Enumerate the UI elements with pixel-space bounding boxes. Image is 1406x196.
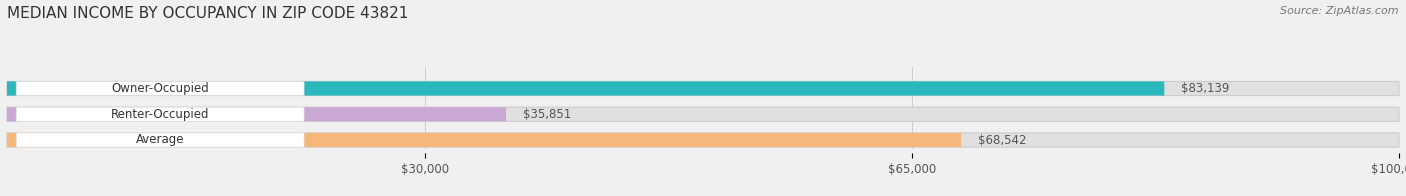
Text: $83,139: $83,139	[1181, 82, 1229, 95]
Text: $35,851: $35,851	[523, 108, 571, 121]
Text: Source: ZipAtlas.com: Source: ZipAtlas.com	[1281, 6, 1399, 16]
Text: Average: Average	[136, 133, 184, 146]
FancyBboxPatch shape	[7, 107, 506, 121]
FancyBboxPatch shape	[7, 133, 962, 147]
Text: Renter-Occupied: Renter-Occupied	[111, 108, 209, 121]
Text: $68,542: $68,542	[977, 133, 1026, 146]
FancyBboxPatch shape	[7, 133, 1399, 147]
FancyBboxPatch shape	[7, 107, 1399, 121]
FancyBboxPatch shape	[17, 133, 304, 147]
FancyBboxPatch shape	[17, 107, 304, 121]
FancyBboxPatch shape	[7, 81, 1164, 96]
Text: MEDIAN INCOME BY OCCUPANCY IN ZIP CODE 43821: MEDIAN INCOME BY OCCUPANCY IN ZIP CODE 4…	[7, 6, 408, 21]
FancyBboxPatch shape	[17, 81, 304, 96]
Text: Owner-Occupied: Owner-Occupied	[111, 82, 209, 95]
FancyBboxPatch shape	[7, 81, 1399, 96]
